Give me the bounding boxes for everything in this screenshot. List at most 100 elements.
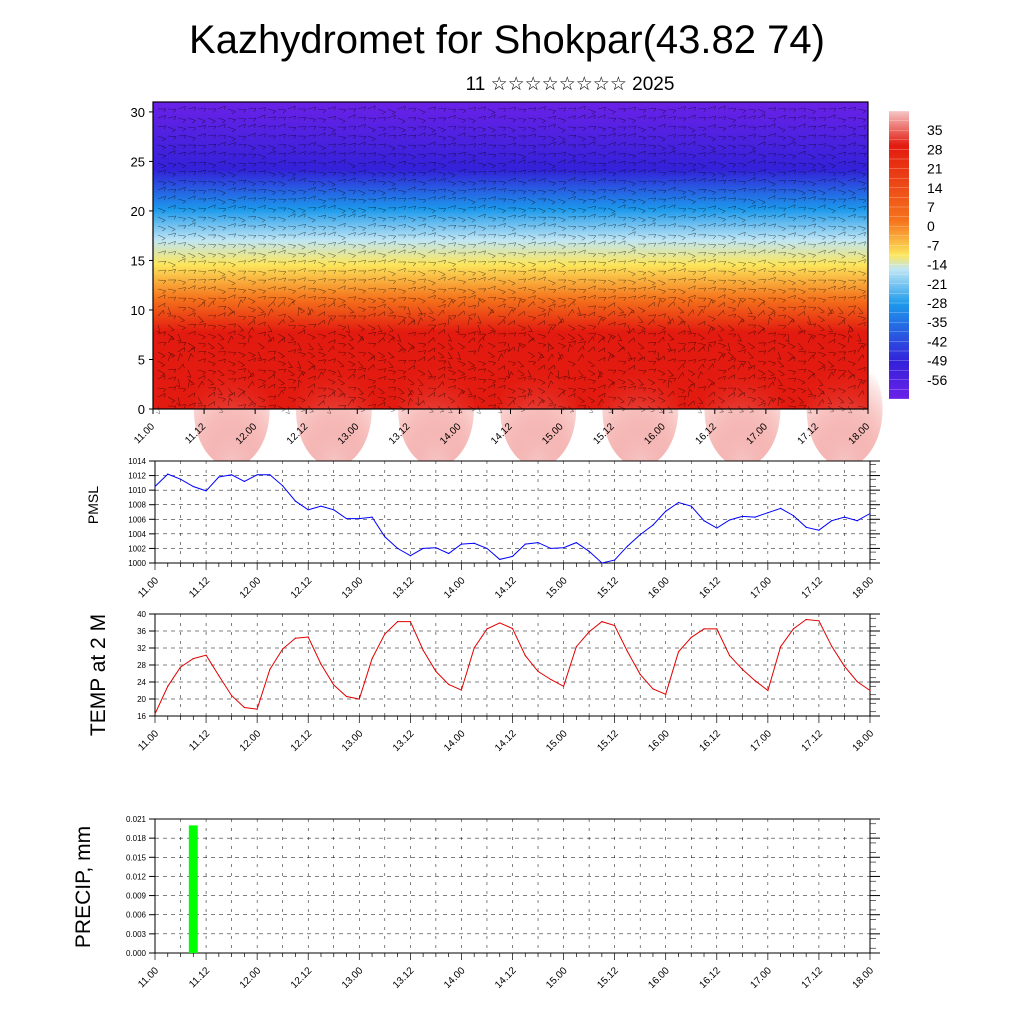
heatmap-ytick-label-1: 5 xyxy=(138,352,145,367)
colorbar-label-8: -21 xyxy=(927,276,947,292)
data-point-2-43 xyxy=(703,628,705,630)
data-point-1-42 xyxy=(690,505,692,507)
data-point-1-2 xyxy=(179,478,182,480)
heatmap-ytick-label-0: 0 xyxy=(138,402,145,417)
data-point-1-29 xyxy=(524,543,526,545)
ytick-label-1-0: 1000 xyxy=(128,559,146,568)
xtick-label-3-3: 12.12 xyxy=(289,965,315,991)
data-point-1-30 xyxy=(537,542,539,544)
xtick-label-3-1: 11.12 xyxy=(187,965,212,990)
data-point-1-8 xyxy=(256,474,258,476)
xtick-label-2-1: 11.12 xyxy=(187,728,212,753)
data-point-1-39 xyxy=(652,524,654,526)
data-point-2-5 xyxy=(218,675,220,677)
xtick-label-2-4: 13.00 xyxy=(340,728,366,754)
colorbar-label-6: -7 xyxy=(927,237,940,253)
data-point-2-32 xyxy=(562,685,565,687)
data-point-1-33 xyxy=(575,542,577,544)
data-point-2-41 xyxy=(677,651,680,653)
data-point-1-14 xyxy=(333,509,335,511)
xtick-label-2-3: 12.12 xyxy=(289,728,315,754)
colorbar-label-4: 7 xyxy=(927,199,935,215)
data-point-1-46 xyxy=(741,515,743,517)
xtick-label-3-12: 17.00 xyxy=(749,965,775,991)
data-point-1-21 xyxy=(422,547,424,550)
data-point-1-52 xyxy=(818,529,820,531)
colorbar-label-1: 28 xyxy=(927,141,943,157)
colorbar-label-10: -35 xyxy=(927,314,947,330)
data-point-2-11 xyxy=(294,637,297,639)
colorbar-label-3: 14 xyxy=(927,180,943,196)
data-point-1-20 xyxy=(409,555,411,557)
xtick-label-3-10: 16.00 xyxy=(646,965,672,991)
data-point-1-56 xyxy=(869,512,871,515)
panel-ylabel-2: TEMP at 2 M xyxy=(87,614,110,736)
panel-2: 16 20 24 28 32 36 40 11.00 11.12 12.00 12.12 13.00 1… xyxy=(87,610,880,754)
data-point-2-49 xyxy=(780,646,782,648)
xtick-label-2-9: 15.12 xyxy=(595,728,621,754)
data-point-2-19 xyxy=(396,621,399,623)
colorbar-label-12: -49 xyxy=(927,353,947,369)
data-point-2-16 xyxy=(358,698,360,700)
data-point-1-49 xyxy=(780,507,782,509)
data-point-1-10 xyxy=(282,485,284,487)
data-point-2-15 xyxy=(345,695,348,698)
ytick-label-3-5: 0.015 xyxy=(126,853,147,862)
xtick-label-2-13: 17.12 xyxy=(800,728,826,754)
xtick-label-3-11: 16.12 xyxy=(697,965,723,991)
data-point-2-44 xyxy=(716,628,718,630)
heatmap-ytick-label-2: 10 xyxy=(131,303,145,318)
data-point-2-23 xyxy=(448,683,450,686)
colorbar-label-2: 21 xyxy=(927,161,943,177)
data-point-2-45 xyxy=(728,655,731,657)
data-point-1-15 xyxy=(345,517,348,520)
panel-3: 0.000 0.003 0.006 0.009 0.012 0.015 0.018 0.021… xyxy=(72,815,880,991)
ytick-label-3-4: 0.012 xyxy=(126,872,147,881)
ytick-label-3-3: 0.009 xyxy=(126,892,147,901)
data-point-2-53 xyxy=(831,645,833,647)
panel-frame-1 xyxy=(154,460,871,564)
heatmap-ytick-label-5: 25 xyxy=(131,154,145,169)
ytick-label-1-3: 1006 xyxy=(128,515,146,524)
data-point-1-38 xyxy=(639,533,641,536)
xtick-label-2-2: 12.00 xyxy=(238,728,264,754)
ytick-label-2-3: 28 xyxy=(137,661,146,670)
data-point-1-51 xyxy=(805,526,807,528)
ytick-label-2-0: 16 xyxy=(137,712,146,721)
xtick-label-2-7: 14.12 xyxy=(493,728,519,754)
xtick-label-3-4: 13.00 xyxy=(340,965,366,991)
data-point-1-25 xyxy=(473,542,475,544)
data-point-1-12 xyxy=(307,509,309,511)
data-point-1-0 xyxy=(154,485,156,488)
xtick-label-3-2: 12.00 xyxy=(238,965,264,991)
data-point-2-42 xyxy=(690,636,692,638)
data-point-2-46 xyxy=(741,668,743,670)
data-point-2-30 xyxy=(537,670,539,672)
data-point-1-4 xyxy=(205,490,207,492)
xtick-label-2-10: 16.00 xyxy=(646,728,672,754)
data-point-1-44 xyxy=(716,527,718,529)
xtick-label-2-14: 18.00 xyxy=(851,728,877,754)
xtick-label-1-1: 11.12 xyxy=(187,575,212,600)
data-point-1-6 xyxy=(231,474,233,476)
data-point-1-11 xyxy=(294,500,297,502)
page-title: Kazhydromet for Shokpar(43.82 74) xyxy=(189,18,825,62)
data-point-2-28 xyxy=(511,627,514,630)
data-point-1-27 xyxy=(499,558,501,560)
wind-barb-strokes xyxy=(156,105,867,415)
data-point-1-54 xyxy=(843,516,846,518)
xtick-label-3-5: 13.12 xyxy=(391,965,417,991)
panel-ylabel-3: PRECIP, mm xyxy=(72,826,95,948)
panel-ylabel-1: PMSL xyxy=(85,486,101,524)
ytick-label-3-7: 0.021 xyxy=(126,815,147,824)
data-point-2-52 xyxy=(818,620,820,622)
data-point-1-55 xyxy=(856,520,858,522)
data-point-2-33 xyxy=(575,646,577,648)
colorbar-label-13: -56 xyxy=(927,372,947,388)
xtick-label-1-10: 16.00 xyxy=(646,575,672,601)
data-point-1-34 xyxy=(588,550,590,552)
ytick-label-2-2: 24 xyxy=(137,678,146,687)
data-point-2-17 xyxy=(371,658,373,660)
ytick-label-3-2: 0.006 xyxy=(126,911,147,920)
ytick-label-1-1: 1002 xyxy=(128,544,146,553)
